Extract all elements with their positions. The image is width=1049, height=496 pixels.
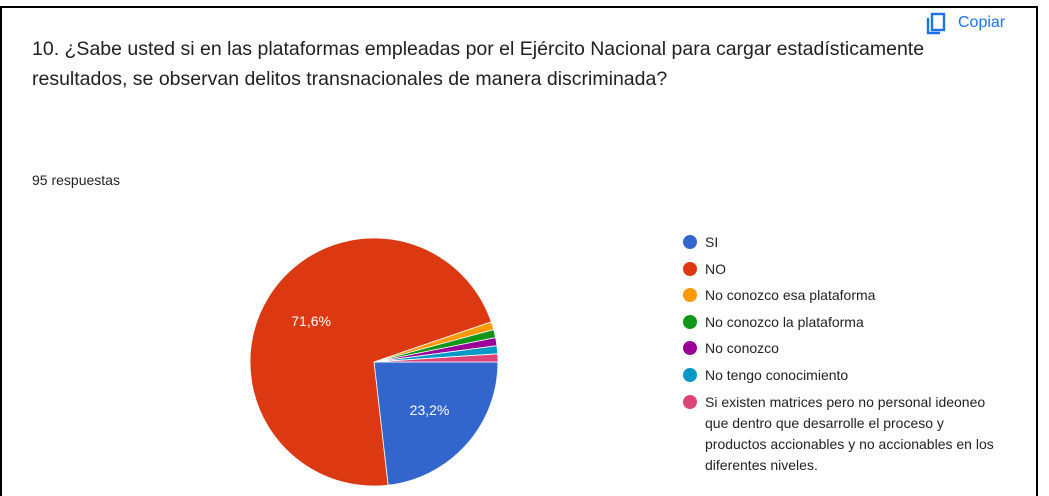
legend-label: SI xyxy=(705,234,719,250)
legend: SI NO No conozco esa plataforma No conozco … xyxy=(683,232,1023,481)
slice-label: 23,2% xyxy=(410,402,450,418)
legend-swatch xyxy=(683,367,697,382)
legend-item: Si existen matrices pero no personal ide… xyxy=(683,392,1023,476)
response-count: 95 respuestas xyxy=(32,172,120,188)
legend-label: No conozco esa plataforma xyxy=(705,287,876,304)
legend-item: No conozco esa plataforma xyxy=(683,285,1023,306)
legend-swatch xyxy=(683,235,697,249)
legend-item: No conozco la plataforma xyxy=(683,312,1023,333)
legend-label: No conozco la plataforma xyxy=(705,313,864,330)
slice-label: 71,6% xyxy=(291,313,331,329)
legend-swatch xyxy=(683,261,697,276)
legend-swatch xyxy=(683,314,697,329)
copy-button[interactable]: Copiar xyxy=(958,14,1006,31)
legend-label: Si existen matrices pero no personal ide… xyxy=(705,393,994,473)
pie-slice xyxy=(373,353,499,363)
legend-item: NO xyxy=(683,259,1023,280)
pie-slice xyxy=(373,361,499,486)
legend-label: NO xyxy=(705,260,726,277)
legend-swatch xyxy=(683,341,697,356)
legend-label: No tengo conocimiento xyxy=(705,366,849,383)
pie-slice xyxy=(249,237,492,487)
legend-swatch xyxy=(683,394,697,409)
legend-label: No conozco xyxy=(705,340,779,357)
question-title: 10. ¿Sabe usted si en las plataformas em… xyxy=(32,38,925,90)
legend-item: SI xyxy=(683,232,1023,253)
legend-item: No conozco xyxy=(683,338,1023,359)
copy-icon[interactable] xyxy=(925,12,949,36)
legend-swatch xyxy=(683,288,697,303)
card xyxy=(0,6,1038,496)
legend-item: No tengo conocimiento xyxy=(683,365,1023,386)
